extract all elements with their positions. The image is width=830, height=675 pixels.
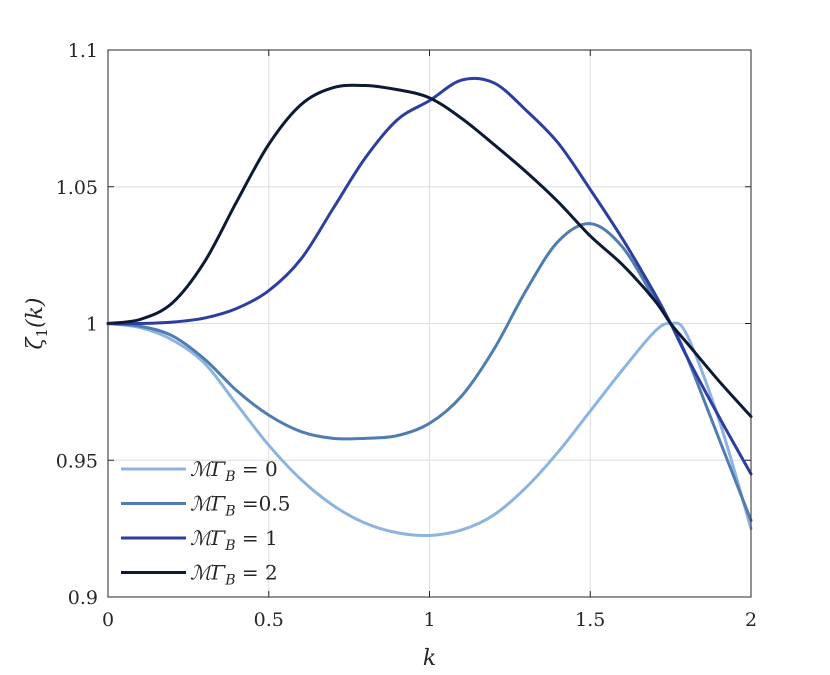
x-axis-label: k [423, 646, 436, 671]
legend: ℳΓB = 0 ℳΓB =0.5 ℳΓB = 1 ℳΓB = 2 [121, 457, 290, 589]
legend-label: ℳΓB = 1 [190, 526, 278, 554]
y-ticks: 0.9 0.95 1 1.05 1.1 [56, 40, 751, 609]
y-tick-label: 0.9 [68, 587, 98, 609]
x-ticks: 0 0.5 1 1.5 2 [102, 50, 757, 631]
series-line-3 [106, 83, 753, 418]
y-tick-label: 1 [86, 314, 98, 336]
y-tick-label: 0.95 [56, 450, 98, 472]
y-axis-label: ζ1(k) [23, 298, 51, 350]
y-axis-label-main: ζ [23, 335, 48, 349]
y-axis-label-sub: 1 [33, 328, 51, 338]
x-tick-label: 0.5 [254, 609, 284, 631]
plot-series [106, 76, 753, 538]
x-tick-label: 1.5 [575, 609, 605, 631]
x-tick-label: 0 [102, 609, 114, 631]
legend-label: ℳΓB =0.5 [190, 492, 290, 520]
legend-label: ℳΓB = 0 [190, 457, 278, 485]
x-tick-label: 1 [423, 609, 435, 631]
legend-label: ℳΓB = 2 [190, 561, 278, 589]
y-tick-label: 1.05 [56, 177, 98, 199]
y-tick-label: 1.1 [68, 40, 98, 62]
x-tick-label: 2 [745, 609, 757, 631]
y-axis-label-arg: (k) [23, 298, 48, 329]
